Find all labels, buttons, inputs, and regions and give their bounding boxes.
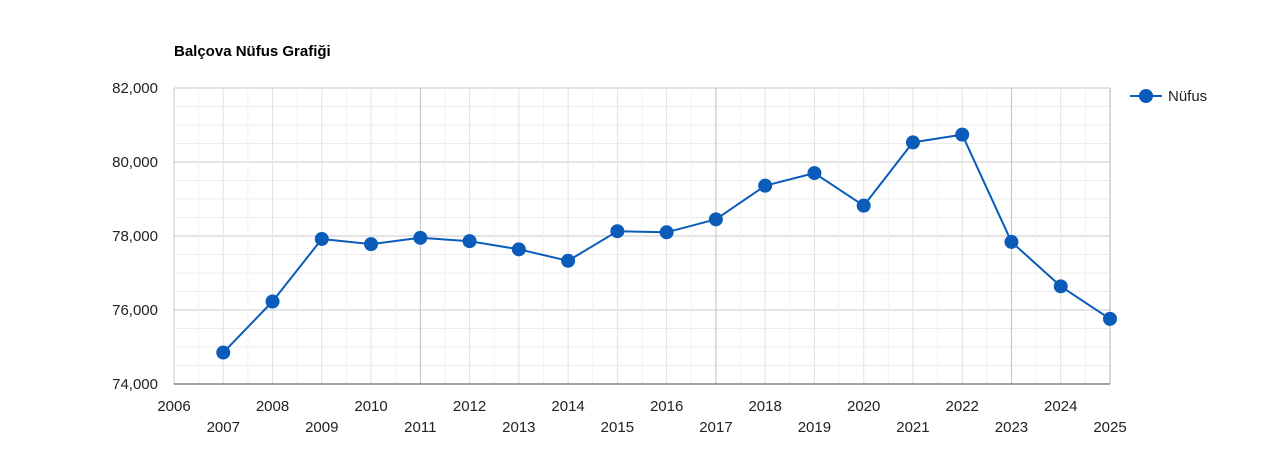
x-tick-label: 2020 (847, 398, 880, 415)
x-tick-label: 2013 (502, 419, 535, 436)
x-tick-label: 2024 (1044, 398, 1077, 415)
y-tick-label: 82,000 (112, 80, 158, 97)
data-point[interactable] (265, 294, 280, 309)
y-tick-label: 78,000 (112, 228, 158, 245)
data-point[interactable] (905, 135, 920, 150)
data-point[interactable] (314, 231, 329, 246)
x-tick-label: 2023 (995, 419, 1028, 436)
data-point[interactable] (955, 127, 970, 142)
data-point[interactable] (561, 253, 576, 268)
data-point[interactable] (1053, 279, 1068, 294)
x-tick-label: 2019 (798, 419, 831, 436)
y-tick-label: 76,000 (112, 302, 158, 319)
data-point[interactable] (807, 166, 822, 181)
x-tick-label: 2016 (650, 398, 683, 415)
x-tick-label: 2018 (748, 398, 781, 415)
x-axis-ticks: 2006 2008 2010 2012 2014 2016 2018 2020 2022 2024… (157, 398, 1126, 436)
x-tick-label: 2022 (946, 398, 979, 415)
data-point[interactable] (364, 237, 379, 252)
data-point[interactable] (1103, 311, 1117, 326)
x-tick-label: 2009 (305, 419, 338, 436)
x-tick-label: 2015 (601, 419, 634, 436)
legend-label-nufus: Nüfus (1168, 88, 1207, 105)
data-point[interactable] (216, 345, 231, 360)
grid (173, 87, 1111, 385)
data-point[interactable] (659, 225, 674, 240)
x-tick-label: 2011 (404, 419, 436, 436)
x-tick-label: 2010 (354, 398, 387, 415)
legend[interactable]: Nüfus (1130, 88, 1207, 105)
x-tick-label: 2007 (207, 419, 240, 436)
data-point[interactable] (856, 198, 871, 213)
data-point[interactable] (413, 230, 428, 245)
x-tick-label: 2017 (699, 419, 732, 436)
chart-title: Balçova Nüfus Grafiği (174, 43, 331, 60)
legend-marker (1139, 89, 1153, 103)
data-point[interactable] (1004, 234, 1019, 249)
x-tick-label: 2008 (256, 398, 289, 415)
data-point[interactable] (511, 242, 526, 257)
x-tick-label: 2012 (453, 398, 486, 415)
x-tick-label: 2014 (551, 398, 584, 415)
x-tick-label: 2021 (896, 419, 929, 436)
data-point[interactable] (758, 178, 773, 193)
x-tick-label: 2006 (157, 398, 190, 415)
y-tick-label: 74,000 (112, 376, 158, 393)
y-axis-ticks: 74,000 76,000 78,000 80,000 82,000 (112, 80, 158, 393)
x-tick-label: 2025 (1093, 419, 1126, 436)
y-tick-label: 80,000 (112, 154, 158, 171)
data-point[interactable] (610, 224, 625, 239)
data-point[interactable] (462, 234, 477, 249)
series-nufus (216, 127, 1117, 360)
data-point[interactable] (708, 212, 723, 227)
